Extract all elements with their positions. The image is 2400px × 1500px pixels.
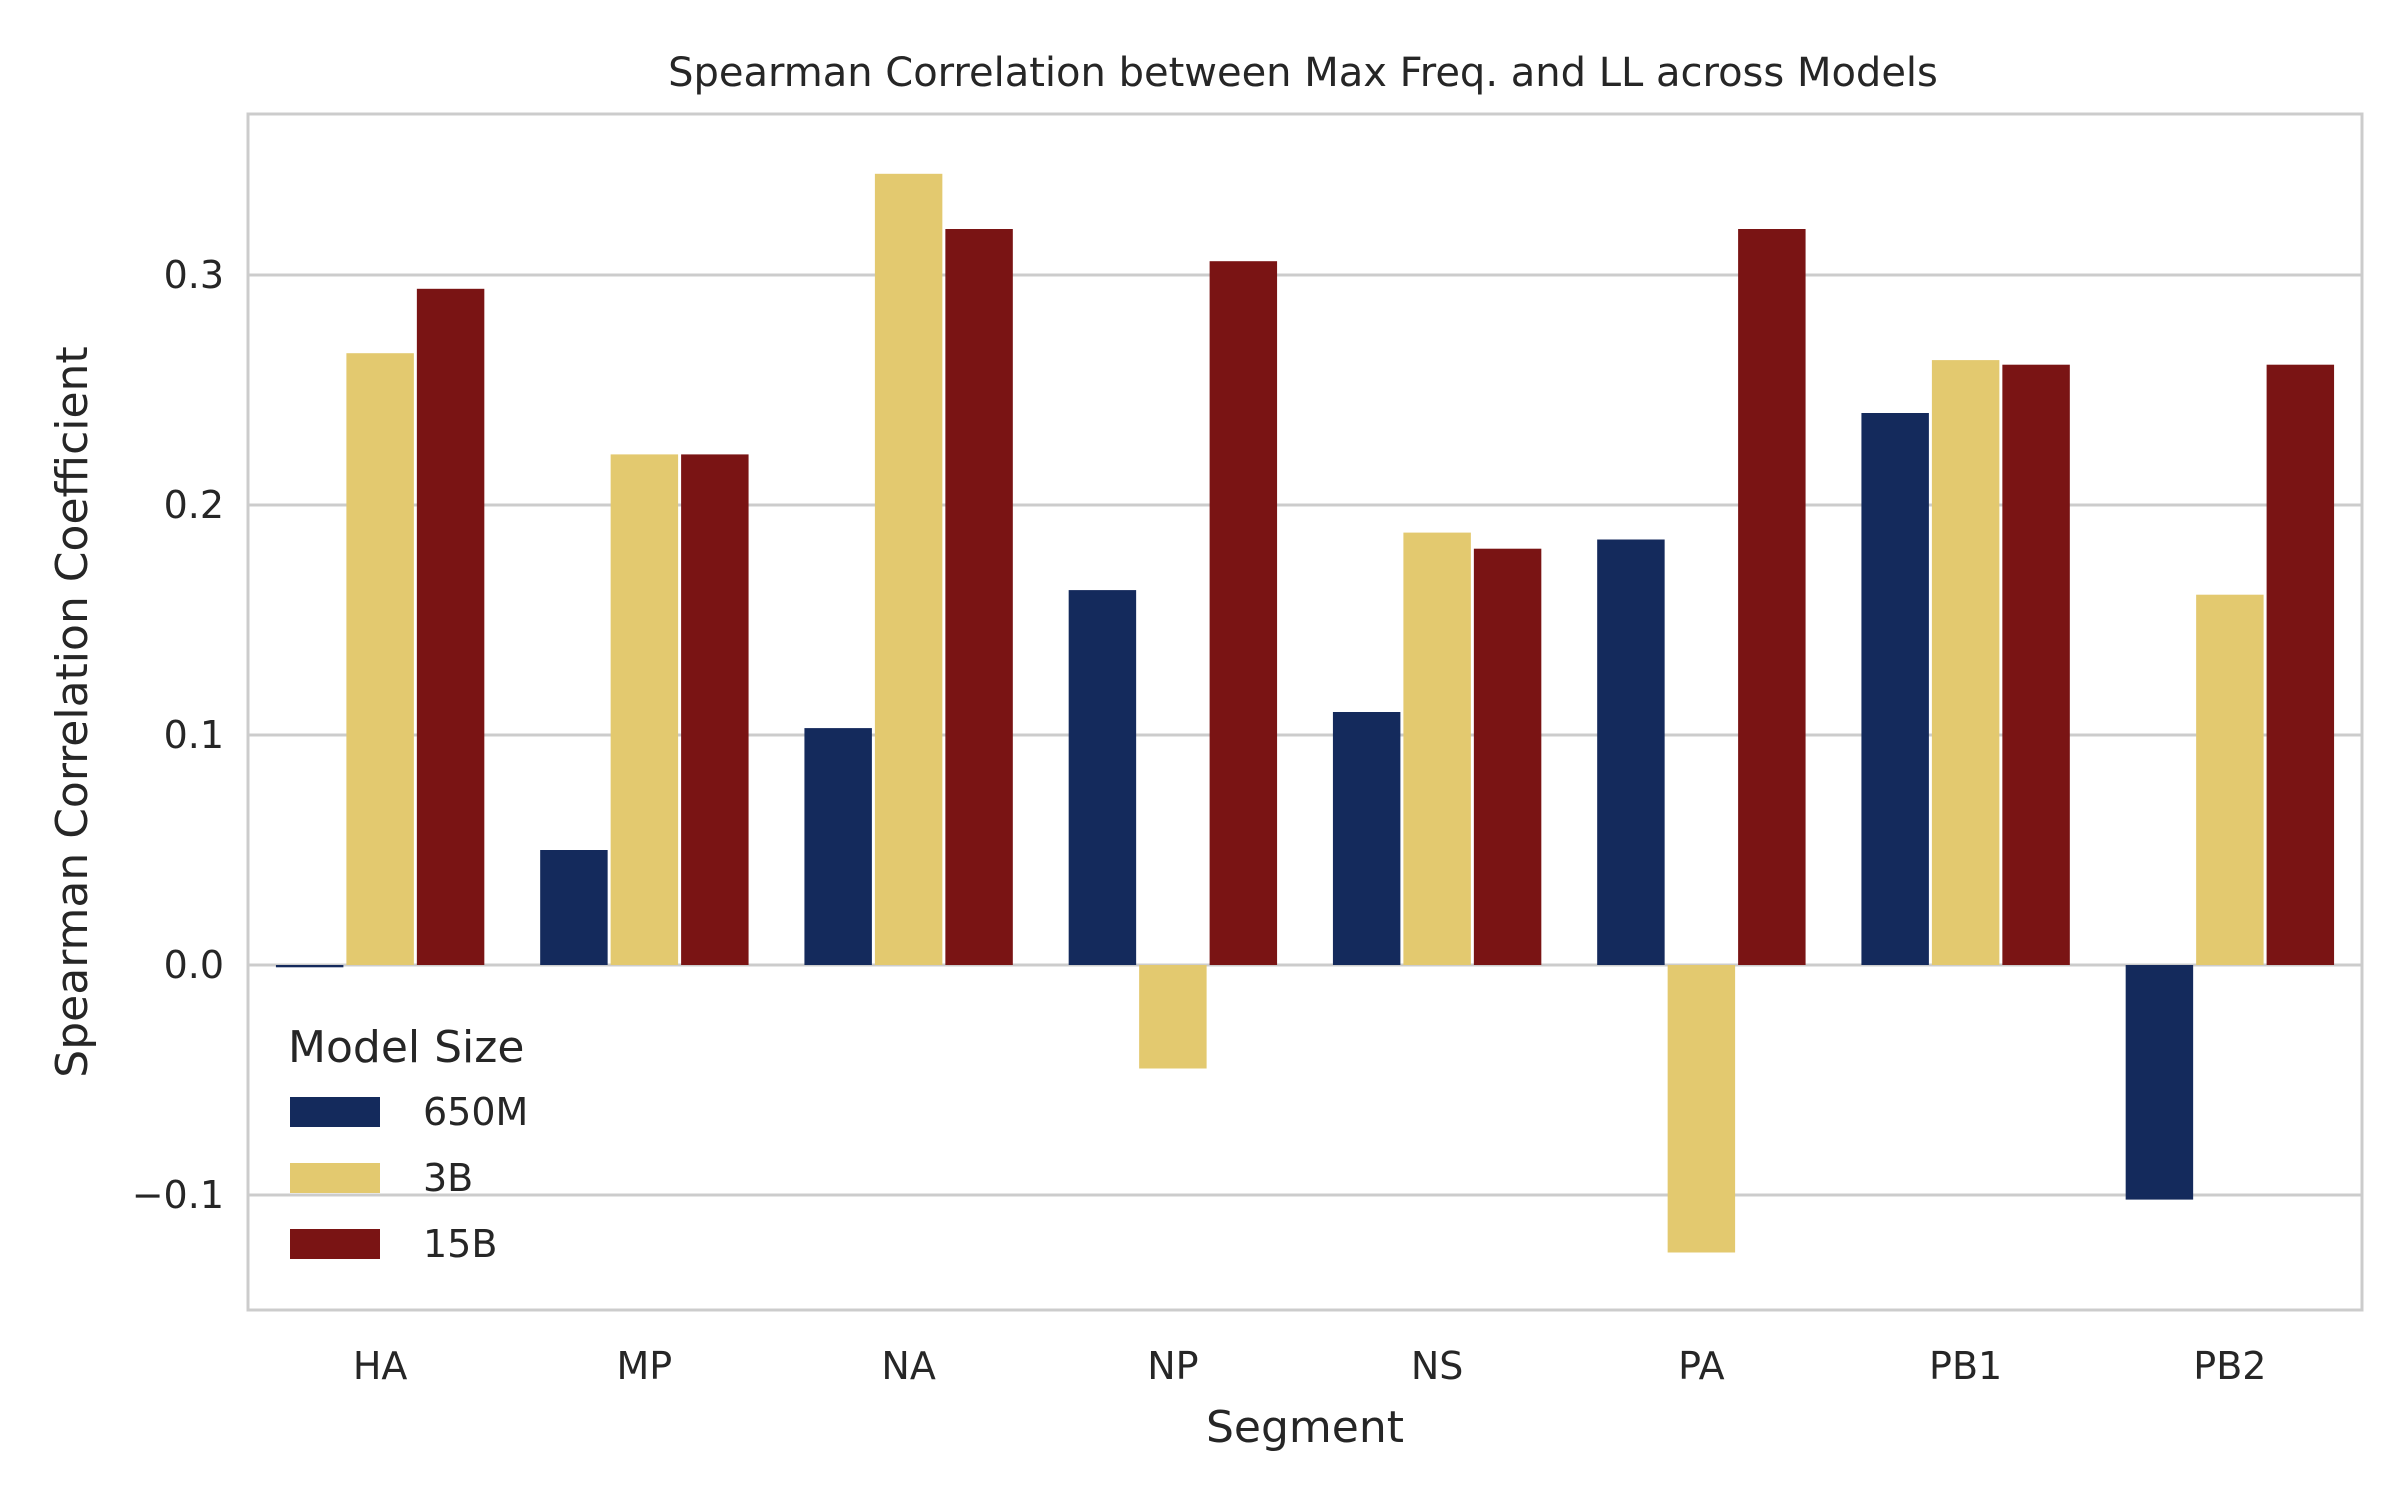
bar-pa-650m xyxy=(1597,539,1665,965)
bar-pb2-3b xyxy=(2196,594,2264,965)
bar-mp-15b xyxy=(681,454,749,965)
y-tick-label: 0.1 xyxy=(164,713,224,757)
y-tick-label: 0.0 xyxy=(164,943,224,987)
bar-np-3b xyxy=(1139,965,1207,1069)
x-tick-label: PA xyxy=(1678,1344,1724,1388)
y-tick-label: 0.3 xyxy=(164,253,224,297)
y-tick-label: −0.1 xyxy=(132,1173,224,1217)
legend-label-650m: 650M xyxy=(423,1090,528,1134)
bar-ns-3b xyxy=(1403,532,1471,965)
bar-ha-15b xyxy=(416,288,485,965)
x-axis-label: Segment xyxy=(1206,1402,1404,1453)
bar-pb1-650m xyxy=(1861,413,1929,965)
y-axis-ticks: −0.1 0.0 0.1 0.2 0.3 xyxy=(132,253,224,1217)
x-axis-ticks: HA MP NA NP NS PA PB1 PB2 xyxy=(353,1344,2267,1388)
bar-na-3b xyxy=(874,173,943,966)
bar-pa-15b xyxy=(1738,229,1806,965)
legend-swatch-650m xyxy=(290,1097,380,1127)
bar-ha-3b xyxy=(346,353,414,965)
x-tick-label: PB2 xyxy=(2193,1344,2266,1388)
bar-ns-15b xyxy=(1473,548,1542,965)
bar-na-15b xyxy=(945,229,1013,965)
legend-swatch-15b xyxy=(290,1229,380,1259)
bar-np-650m xyxy=(1068,590,1137,965)
legend-swatch-3b xyxy=(290,1163,380,1193)
bar-pb1-3b xyxy=(1931,360,2000,966)
legend-label-15b: 15B xyxy=(423,1222,497,1266)
bar-mp-3b xyxy=(610,454,679,965)
bar-np-15b xyxy=(1209,261,1278,965)
x-tick-label: NP xyxy=(1147,1344,1198,1388)
x-tick-label: MP xyxy=(617,1344,673,1388)
x-tick-label: NS xyxy=(1411,1344,1464,1388)
bars xyxy=(275,173,2335,1253)
bar-na-650m xyxy=(804,728,872,965)
bar-ha-650m xyxy=(275,965,344,968)
bar-pb2-650m xyxy=(2125,965,2194,1200)
x-tick-label: HA xyxy=(353,1344,408,1388)
x-tick-label: NA xyxy=(881,1344,935,1388)
chart-title: Spearman Correlation between Max Freq. a… xyxy=(668,50,1938,96)
bar-pb2-15b xyxy=(2266,364,2335,965)
legend: Model Size 650M 3B 15B xyxy=(288,1022,528,1266)
plot-frame xyxy=(246,112,2364,1312)
y-axis-label: Spearman Correlation Coefficient xyxy=(47,346,98,1077)
x-tick-label: PB1 xyxy=(1929,1344,2002,1388)
legend-label-3b: 3B xyxy=(423,1156,473,1200)
bar-ns-650m xyxy=(1332,712,1401,965)
bar-pa-3b xyxy=(1667,965,1736,1253)
bar-mp-650m xyxy=(540,850,608,965)
bar-pb1-15b xyxy=(2002,364,2070,965)
legend-title: Model Size xyxy=(288,1022,524,1073)
y-tick-label: 0.2 xyxy=(164,483,224,527)
